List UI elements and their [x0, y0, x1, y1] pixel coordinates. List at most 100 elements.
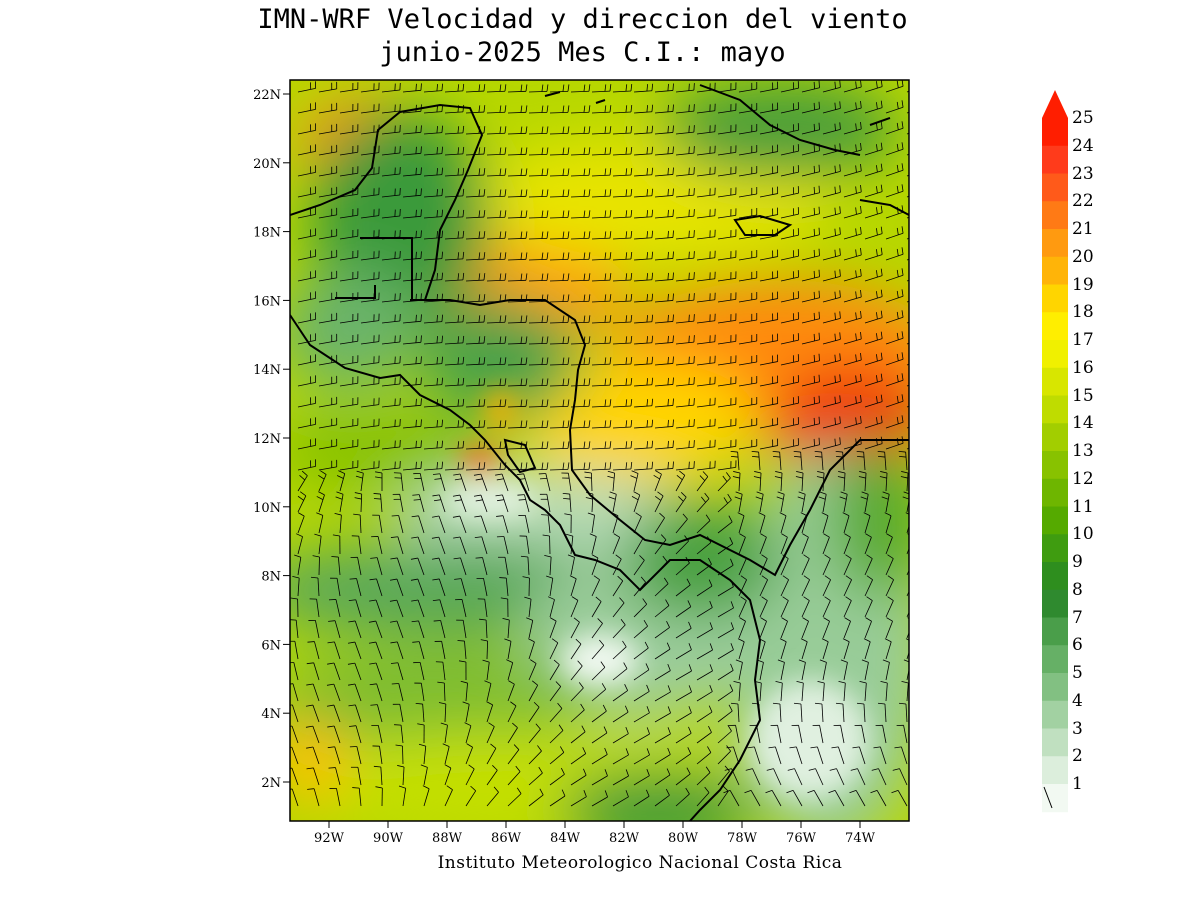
wind-barb-flag [420, 167, 422, 175]
wind-barb-flag [588, 378, 591, 386]
wind-barb-flag [462, 125, 465, 133]
wind-barb-flag [855, 375, 857, 383]
wind-barb [738, 445, 757, 450]
wind-barb-flag [923, 394, 924, 401]
wind-barb-flag [609, 399, 612, 407]
wind-barb [717, 130, 736, 135]
wind-barb [439, 473, 446, 492]
wind-barb-flag [840, 491, 848, 495]
wind-barb [612, 796, 629, 807]
wind-barb [633, 384, 652, 387]
wind-barb-flag [583, 378, 586, 386]
wind-barb [339, 361, 358, 366]
wind-barb [612, 602, 625, 618]
wind-barb-flag [625, 294, 628, 302]
wind-barb-flag [588, 168, 591, 176]
wind-barb-flag [823, 533, 830, 538]
wind-barb [545, 473, 551, 492]
wind-barb [864, 401, 883, 408]
wind-barb [417, 578, 425, 597]
wind-barb-flag [604, 189, 607, 197]
wind-barb-flag [506, 659, 513, 663]
wind-barb-flag [651, 83, 654, 91]
wind-barb [465, 405, 484, 408]
wind-barb-flag [839, 332, 841, 340]
wind-barb-flag [457, 273, 460, 281]
wind-barb [339, 88, 358, 93]
wind-barb-flag [499, 294, 502, 302]
wind-barb [549, 111, 569, 114]
wind-barb [878, 768, 887, 786]
wind-barb-flag [541, 399, 544, 407]
wind-barb [717, 690, 734, 702]
wind-barb-flag [876, 312, 878, 320]
wind-barb [423, 746, 427, 765]
wind-barb-flag [891, 789, 899, 794]
wind-barb-flag [901, 352, 904, 360]
wind-barb-flag [335, 496, 343, 500]
wind-barb [675, 110, 694, 114]
wind-barb [903, 725, 908, 744]
wind-barb [376, 683, 383, 702]
wind-barb-flag [546, 84, 549, 92]
wind-barb-flag [436, 336, 438, 344]
wind-barb [486, 405, 506, 408]
wind-barb-flag [672, 272, 674, 280]
wind-barb-flag [604, 231, 607, 239]
wind-barb-flag [495, 494, 503, 497]
wind-barb [318, 424, 337, 429]
wind-barb-flag [457, 420, 460, 428]
wind-barb-flag [464, 722, 472, 727]
wind-barb-flag [569, 575, 577, 580]
wind-barb-flag [546, 441, 549, 449]
wind-barb-flag [709, 643, 713, 651]
wind-barb-flag [918, 102, 919, 109]
wind-barb-flag [585, 497, 593, 500]
wind-barb [339, 109, 358, 114]
wind-barb [460, 557, 467, 576]
wind-barb-flag [604, 790, 608, 798]
wind-barb-flag [672, 209, 674, 217]
wind-barb-flag [504, 84, 507, 92]
wind-barb [465, 237, 484, 240]
wind-barb-flag [420, 272, 422, 280]
wind-barb [612, 668, 628, 681]
wind-barb [318, 214, 337, 219]
wind-barb [654, 153, 673, 156]
wind-barb [654, 754, 671, 765]
wind-barb-flag [646, 420, 649, 428]
wind-barb-flag [810, 746, 818, 749]
wind-barb-flag [676, 474, 683, 480]
wind-barb-flag [761, 554, 768, 559]
wind-barb [717, 750, 731, 765]
wind-barb-flag [478, 441, 481, 449]
wind-barb-flag [389, 599, 397, 602]
wind-barb-flag [881, 496, 889, 500]
wind-barb-flag [457, 294, 460, 302]
wind-barb [612, 580, 624, 597]
wind-barb-flag [307, 788, 315, 790]
wind-barb [312, 704, 320, 723]
wind-barb-flag [728, 515, 733, 523]
wind-barb [780, 579, 789, 597]
colorbar-segment [1042, 617, 1068, 646]
wind-barb-flag [753, 476, 761, 479]
wind-barb-flag [708, 705, 713, 713]
wind-barb [780, 600, 789, 618]
wind-barb-flag [422, 785, 430, 790]
wind-barb [843, 359, 862, 366]
wind-barb-flag [533, 701, 540, 708]
wind-barb [654, 405, 673, 408]
wind-barb [843, 579, 852, 597]
wind-barb [759, 88, 778, 93]
wind-barb-flag [923, 100, 924, 107]
wind-barb-flag [730, 558, 734, 566]
wind-barb-flag [667, 167, 669, 175]
wind-barb-flag [436, 168, 438, 176]
wind-barb [717, 361, 736, 366]
wind-barb [675, 518, 688, 534]
wind-barb [843, 275, 862, 282]
wind-barb-flag [756, 491, 764, 495]
wind-barb-flag [483, 210, 486, 218]
wind-barb [717, 277, 736, 282]
